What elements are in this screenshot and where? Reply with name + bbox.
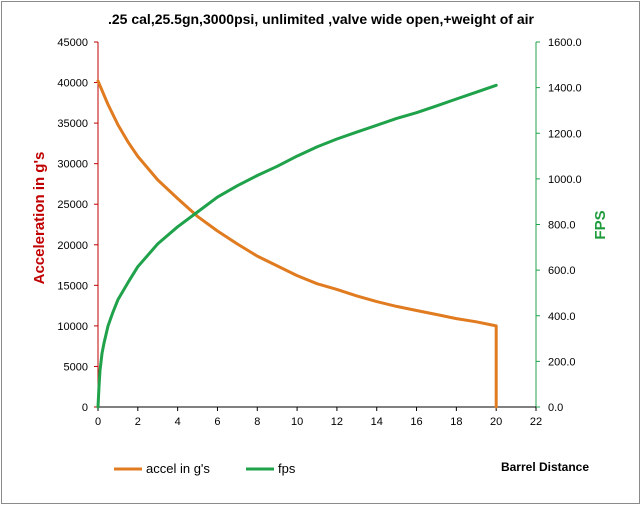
series-line-fps xyxy=(96,83,498,409)
left-y-tick-label: 15000 xyxy=(57,280,88,292)
right-y-tick-label: 800.0 xyxy=(548,220,576,232)
left-y-tick-label: 30000 xyxy=(57,159,88,171)
right-y-tick-label: 1200.0 xyxy=(548,128,582,140)
right-y-tick-label: 400.0 xyxy=(548,311,576,323)
right-y-tick-label: 1400.0 xyxy=(548,83,582,95)
series-line-accel xyxy=(96,79,498,409)
axes xyxy=(97,42,537,408)
legend-label-fps: fps xyxy=(278,461,296,476)
left-y-tick-label: 45000 xyxy=(57,37,88,49)
right-y-tick-label: 600.0 xyxy=(548,265,576,277)
left-y-tick-label: 5000 xyxy=(64,361,88,373)
x-axis-label: Barrel Distance xyxy=(501,460,589,474)
left-y-tick-labels: 0 5000 10000 15000 20000 25000 30000 35000 40000… xyxy=(57,37,98,414)
right-y-axis-label: FPS xyxy=(592,210,609,239)
x-tick-label: 0 xyxy=(95,416,101,428)
x-tick-label: 20 xyxy=(490,416,502,428)
legend: accel in g's fps xyxy=(114,461,296,476)
x-tick-label: 16 xyxy=(410,416,422,428)
right-y-tick-label: 200.0 xyxy=(548,356,576,368)
x-tick-label: 2 xyxy=(135,416,141,428)
right-y-tick-label: 1600.0 xyxy=(548,37,582,49)
x-tick-label: 18 xyxy=(450,416,462,428)
x-tick-label: 22 xyxy=(530,416,542,428)
x-tick-label: 4 xyxy=(175,416,181,428)
right-y-tick-labels: 0.0 200.0 400.0 600.0 800.0 1000.0 1200.0 1400.… xyxy=(536,37,582,414)
x-tick-label: 8 xyxy=(254,416,260,428)
left-y-tick-label: 0 xyxy=(82,402,88,414)
x-tick-label: 6 xyxy=(214,416,220,428)
left-y-tick-label: 25000 xyxy=(57,199,88,211)
x-tick-labels: 0 2 4 6 8 10 12 14 16 18 20 22 xyxy=(95,407,542,428)
x-tick-label: 14 xyxy=(371,416,383,428)
left-y-tick-label: 40000 xyxy=(57,78,88,90)
left-y-tick-label: 10000 xyxy=(57,321,88,333)
left-y-axis-label: Acceleration in g's xyxy=(31,152,48,285)
left-y-tick-label: 20000 xyxy=(57,240,88,252)
x-tick-label: 10 xyxy=(291,416,303,428)
chart-title: .25 cal,25.5gn,3000psi, unlimited ,valve… xyxy=(108,11,535,27)
x-tick-label: 12 xyxy=(331,416,343,428)
series-lines xyxy=(96,79,498,409)
left-y-tick-label: 35000 xyxy=(57,118,88,130)
legend-label-accel: accel in g's xyxy=(146,461,210,476)
right-y-tick-label: 0.0 xyxy=(548,402,563,414)
right-y-tick-label: 1000.0 xyxy=(548,174,582,186)
